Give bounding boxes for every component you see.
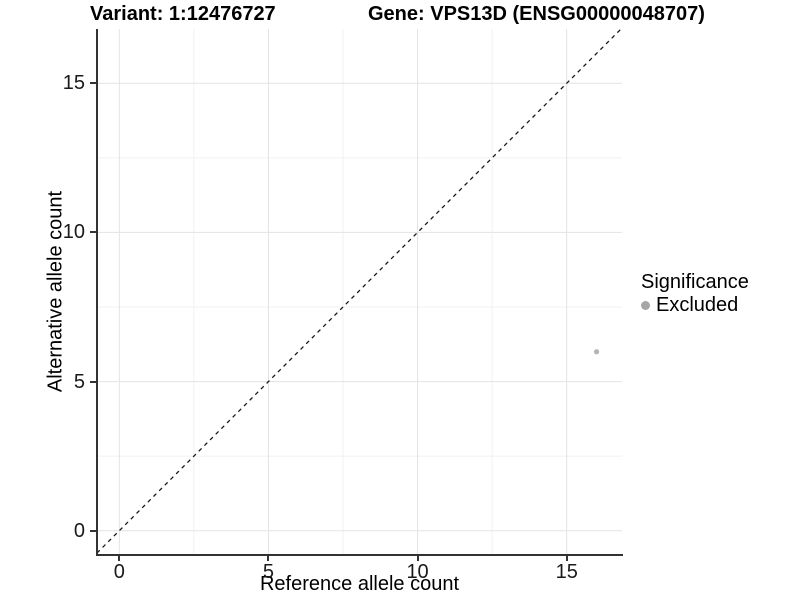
plot-panel [97,29,622,554]
x-tick-mark [267,554,270,561]
y-tick-mark [89,529,96,532]
y-axis-title: Alternative allele count [44,190,67,393]
x-tick-label: 15 [555,561,578,583]
legend-title: Significance [641,271,749,293]
plot-area-svg [97,29,622,554]
data-point [593,349,600,355]
x-tick-label: 5 [262,561,274,583]
y-tick-label: 5 [73,370,85,393]
y-axis-line [95,29,98,555]
identity-dashed-line [97,29,622,554]
legend-item-excluded: Excluded [641,294,749,317]
y-tick-label: 0 [73,519,85,542]
y-tick-label: 10 [62,221,85,244]
x-tick-mark [416,554,419,561]
x-axis-title: Reference allele count [259,573,459,595]
x-tick-mark [565,554,568,561]
plot-title-gene: Gene: VPS13D (ENSG00000048707) [368,3,705,25]
plot-title-variant: Variant: 1:12476727 [90,3,276,25]
legend-key-circle-icon [641,301,650,310]
x-tick-mark [118,554,121,561]
legend-item-label: Excluded [656,294,739,316]
x-tick-label: 10 [406,561,429,583]
x-axis-line [95,553,623,556]
legend: Significance Excluded [641,270,749,317]
y-tick-label: 15 [62,72,85,95]
y-tick-mark [89,231,96,234]
y-tick-mark [89,380,96,383]
y-tick-mark [89,82,96,85]
x-tick-label: 0 [113,561,125,583]
